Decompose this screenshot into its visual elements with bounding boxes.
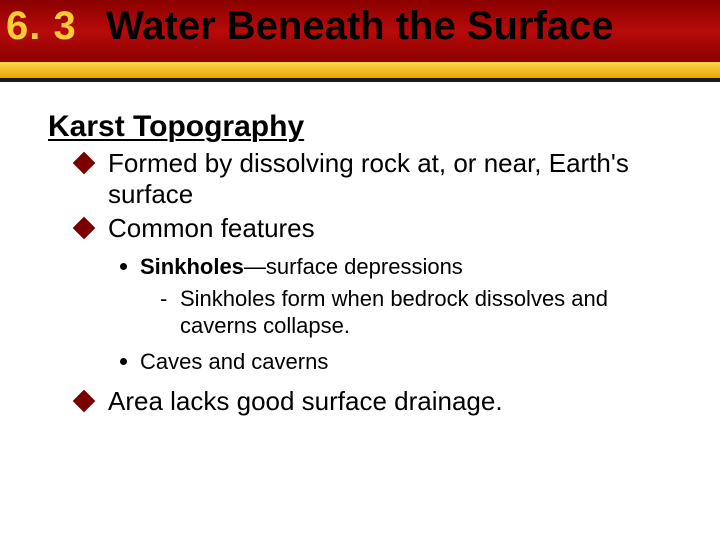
- diamond-icon: [73, 389, 96, 412]
- subpoint-2: Caves and caverns: [114, 349, 680, 375]
- subpoint-1: Sinkholes—surface depressions: [114, 254, 680, 280]
- header-black-rule: [0, 78, 720, 82]
- slide: 6. 3 Water Beneath the Surface Karst Top…: [0, 0, 720, 540]
- point-3-text: Area lacks good surface drainage.: [108, 386, 503, 416]
- point-2-text: Common features: [108, 213, 315, 243]
- subpoint-1-lead: Sinkholes: [140, 254, 244, 279]
- subpoint-1-text: —surface depressions: [244, 254, 463, 279]
- point-3: Area lacks good surface drainage.: [64, 386, 680, 417]
- header-yellow-bar: [0, 62, 720, 78]
- diamond-icon: [73, 152, 96, 175]
- point-1-text: Formed by dissolving rock at, or near, E…: [108, 148, 629, 209]
- point-1: Formed by dissolving rock at, or near, E…: [64, 148, 680, 209]
- point-2: Common features: [64, 213, 680, 244]
- chapter-number: 6. 3: [6, 4, 77, 49]
- dash-icon: -: [160, 286, 167, 312]
- bullet-icon: [120, 358, 127, 365]
- subsubpoint-1: - Sinkholes form when bedrock dissolves …: [156, 286, 680, 339]
- subsubpoint-1-text: Sinkholes form when bedrock dissolves an…: [180, 286, 608, 337]
- chapter-title: Water Beneath the Surface: [106, 4, 614, 49]
- section-heading: Karst Topography: [48, 110, 680, 144]
- header-band: 6. 3 Water Beneath the Surface: [0, 0, 720, 82]
- diamond-icon: [73, 217, 96, 240]
- subpoint-2-text: Caves and caverns: [140, 349, 328, 374]
- content-area: Karst Topography Formed by dissolving ro…: [48, 110, 680, 416]
- bullet-icon: [120, 263, 127, 270]
